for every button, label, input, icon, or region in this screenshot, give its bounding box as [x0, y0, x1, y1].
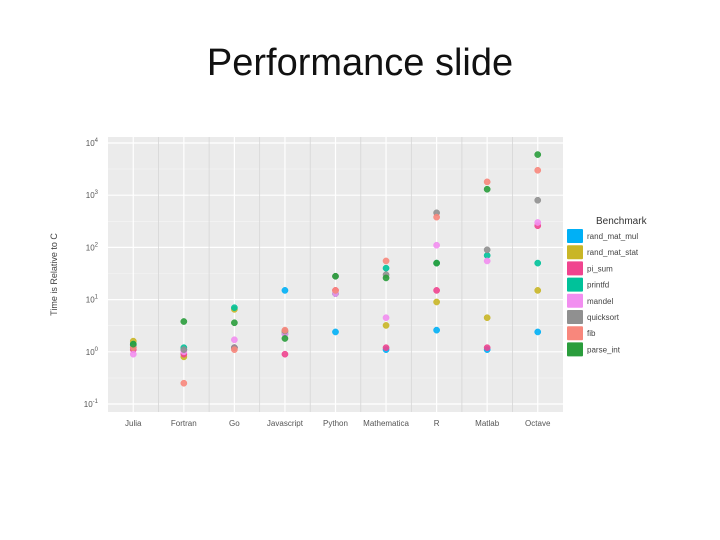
legend-label: pi_sum — [587, 264, 613, 273]
data-point — [129, 350, 137, 358]
data-point — [332, 287, 339, 294]
data-point — [433, 298, 440, 306]
data-point — [180, 318, 188, 325]
data-point — [231, 336, 238, 344]
legend-label: fib — [587, 329, 596, 338]
y-tick-base: 10 — [86, 296, 95, 305]
data-point — [483, 246, 491, 254]
x-tick-label: Mathematica — [363, 419, 409, 428]
data-point — [382, 264, 390, 272]
x-tick-label: Matlab — [475, 419, 500, 428]
y-tick-label: 100 — [86, 347, 99, 357]
data-point — [332, 328, 339, 336]
data-points — [129, 151, 542, 387]
data-point — [332, 272, 339, 280]
x-tick-label: Python — [323, 419, 348, 428]
y-tick-exponent: 4 — [95, 138, 99, 144]
y-axis-title: Time is Relative to C — [49, 233, 59, 316]
y-tick-base: 10 — [86, 243, 95, 252]
series-parse_int — [129, 151, 542, 348]
x-tick-label: Julia — [125, 419, 142, 428]
y-tick-exponent: 3 — [95, 190, 99, 196]
x-tick-label: Go — [229, 419, 240, 428]
y-tick-exponent: 2 — [95, 242, 99, 248]
data-point — [534, 151, 542, 158]
y-tick-base: 10 — [86, 139, 95, 148]
x-tick-labels: Julia Fortran Go Javascript Python Mathematic… — [125, 419, 551, 428]
legend-label: rand_mat_stat — [587, 248, 639, 257]
data-point — [483, 178, 491, 186]
legend-label: rand_mat_mul — [587, 232, 638, 241]
data-point — [231, 304, 238, 312]
y-tick-exponent: 1 — [95, 295, 99, 301]
legend-swatch — [567, 245, 583, 260]
data-point — [281, 326, 289, 334]
legend-swatch — [567, 229, 583, 243]
y-tick-base: 10 — [84, 400, 93, 409]
data-point — [483, 257, 491, 265]
legend-swatch — [567, 326, 583, 341]
data-point — [534, 219, 542, 226]
legend-label: parse_int — [587, 345, 621, 354]
y-tick-exponent: 0 — [95, 347, 99, 353]
legend-label: quicksort — [587, 313, 620, 322]
x-tick-label: Fortran — [171, 419, 197, 428]
series-fib — [129, 166, 542, 387]
data-point — [281, 287, 289, 294]
data-point — [483, 185, 491, 193]
data-point — [281, 350, 289, 358]
y-tick-label: 10-1 — [84, 399, 99, 409]
legend-swatch — [567, 342, 583, 357]
y-tick-label: 104 — [86, 138, 99, 148]
legend-swatch — [567, 261, 583, 276]
data-point — [129, 340, 137, 348]
data-point — [180, 379, 188, 387]
data-point — [433, 259, 440, 267]
legend: Benchmark rand_mat_mul rand_mat_stat pi_su… — [567, 216, 648, 357]
data-point — [382, 344, 390, 352]
x-tick-label: Octave — [525, 419, 551, 428]
legend-swatch — [567, 293, 583, 308]
legend-label: printfd — [587, 281, 609, 290]
y-tick-base: 10 — [86, 191, 95, 200]
data-point — [483, 314, 491, 322]
data-point — [534, 259, 542, 267]
data-point — [483, 344, 491, 352]
legend-swatch — [567, 310, 583, 324]
legend-title: Benchmark — [596, 216, 648, 227]
y-tick-label: 102 — [86, 242, 99, 252]
y-tick-base: 10 — [86, 348, 95, 357]
data-point — [231, 346, 238, 353]
data-point — [382, 314, 390, 322]
data-point — [433, 213, 440, 221]
x-tick-label: Javascript — [267, 419, 304, 428]
data-point — [534, 287, 542, 294]
data-point — [534, 196, 542, 204]
x-tick-label: R — [434, 419, 440, 428]
data-point — [534, 328, 542, 336]
data-point — [382, 274, 390, 282]
data-point — [433, 326, 440, 334]
data-point — [382, 257, 390, 265]
data-point — [433, 287, 440, 294]
data-point — [382, 322, 390, 329]
y-tick-label: 103 — [86, 190, 99, 200]
data-point — [180, 346, 188, 353]
data-point — [231, 319, 238, 327]
legend-label: mandel — [587, 297, 613, 306]
data-point — [433, 241, 440, 249]
y-tick-label: 101 — [86, 295, 99, 305]
legend-swatch — [567, 277, 583, 292]
slide-title: Performance slide — [206, 42, 514, 84]
data-point — [281, 335, 289, 342]
data-point — [534, 166, 542, 174]
y-tick-exponent: -1 — [93, 399, 99, 405]
